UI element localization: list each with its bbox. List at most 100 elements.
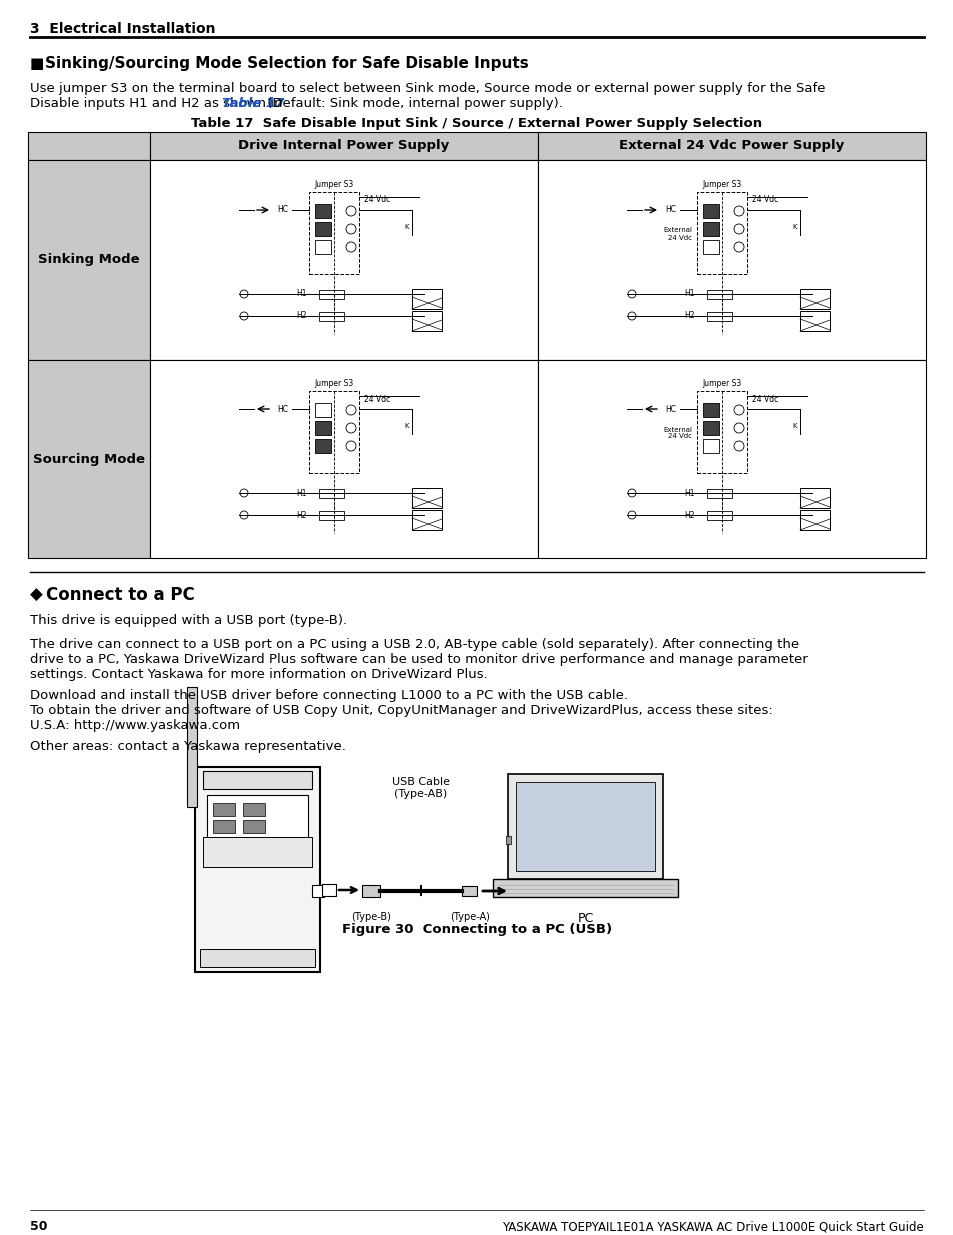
Bar (187, 687, 196, 806)
Bar (314, 421, 331, 435)
Bar (150, 132, 537, 161)
Text: Jumper S3: Jumper S3 (314, 180, 354, 189)
Bar (702, 403, 719, 417)
Bar (800, 488, 829, 508)
Bar (28, 359, 150, 558)
Text: H1: H1 (684, 289, 695, 299)
Text: Jumper S3: Jumper S3 (701, 379, 740, 388)
Bar (800, 311, 829, 331)
Text: External 24 Vdc Power Supply: External 24 Vdc Power Supply (618, 140, 843, 152)
Text: Disable inputs H1 and H2 as shown in: Disable inputs H1 and H2 as shown in (30, 98, 287, 110)
Text: ■: ■ (30, 56, 45, 70)
Text: H1: H1 (296, 289, 307, 299)
Bar (537, 132, 925, 161)
Text: K: K (791, 424, 796, 429)
Text: USB Cable
(Type-AB): USB Cable (Type-AB) (392, 777, 450, 799)
Text: HC: HC (664, 405, 676, 414)
Bar (314, 204, 331, 219)
Bar (314, 222, 331, 236)
Bar (493, 879, 678, 897)
Bar (412, 311, 441, 331)
Text: (Type-A): (Type-A) (450, 911, 490, 923)
Bar (702, 240, 719, 254)
Bar (314, 403, 331, 417)
Bar (412, 289, 441, 309)
Bar (318, 290, 344, 299)
Text: 50: 50 (30, 1220, 48, 1233)
Bar (28, 161, 150, 359)
Bar (314, 438, 331, 453)
Bar (314, 240, 331, 254)
Bar (361, 885, 379, 897)
Text: Table 17: Table 17 (221, 98, 284, 110)
Bar (516, 782, 655, 871)
Text: H1: H1 (684, 489, 695, 498)
Bar (697, 391, 746, 473)
Bar (203, 837, 312, 867)
Bar (412, 510, 441, 530)
Text: Jumper S3: Jumper S3 (314, 379, 354, 388)
Bar (213, 803, 234, 816)
Text: External
24 Vdc: External 24 Vdc (662, 426, 691, 440)
Bar (200, 948, 314, 967)
Bar (702, 421, 719, 435)
Bar (243, 837, 265, 850)
Bar (537, 161, 925, 359)
Text: Sinking Mode: Sinking Mode (38, 253, 140, 267)
Bar (706, 489, 731, 498)
Text: 24 Vdc: 24 Vdc (364, 195, 390, 205)
Text: drive to a PC, Yaskawa DriveWizard Plus software can be used to monitor drive pe: drive to a PC, Yaskawa DriveWizard Plus … (30, 653, 807, 666)
Text: Drive Internal Power Supply: Drive Internal Power Supply (238, 140, 449, 152)
Text: External
24 Vdc: External 24 Vdc (662, 227, 691, 241)
Text: Download and install the USB driver before connecting L1000 to a PC with the USB: Download and install the USB driver befo… (30, 689, 627, 701)
Bar (537, 359, 925, 558)
Bar (309, 191, 358, 274)
Text: 24 Vdc: 24 Vdc (364, 394, 390, 404)
Bar (318, 312, 344, 321)
Bar (702, 438, 719, 453)
Text: To obtain the driver and software of USB Copy Unit, CopyUnitManager and DriveWiz: To obtain the driver and software of USB… (30, 704, 772, 718)
Bar (207, 795, 308, 850)
Text: Jumper S3: Jumper S3 (701, 180, 740, 189)
Text: (Type-B): (Type-B) (351, 911, 391, 923)
Text: 24 Vdc: 24 Vdc (751, 195, 778, 205)
Text: settings. Contact Yaskawa for more information on DriveWizard Plus.: settings. Contact Yaskawa for more infor… (30, 668, 487, 680)
Text: H2: H2 (296, 510, 307, 520)
Text: HC: HC (276, 205, 288, 215)
Bar (203, 771, 312, 789)
Text: K: K (403, 424, 408, 429)
Text: HC: HC (664, 205, 676, 215)
Text: H1: H1 (296, 489, 307, 498)
Bar (697, 191, 746, 274)
Bar (213, 820, 234, 832)
Text: U.S.A: http://www.yaskawa.com: U.S.A: http://www.yaskawa.com (30, 719, 240, 732)
Text: YASKAWA TOEPYAIL1E01A YASKAWA AC Drive L1000E Quick Start Guide: YASKAWA TOEPYAIL1E01A YASKAWA AC Drive L… (501, 1220, 923, 1233)
Text: This drive is equipped with a USB port (type-B).: This drive is equipped with a USB port (… (30, 614, 347, 627)
Text: H2: H2 (296, 311, 307, 321)
Text: Use jumper S3 on the terminal board to select between Sink mode, Source mode or : Use jumper S3 on the terminal board to s… (30, 82, 824, 95)
Text: Other areas: contact a Yaskawa representative.: Other areas: contact a Yaskawa represent… (30, 740, 346, 753)
Bar (322, 884, 335, 897)
Bar (706, 312, 731, 321)
Bar (706, 290, 731, 299)
Bar (28, 132, 150, 161)
Text: 24 Vdc: 24 Vdc (751, 394, 778, 404)
Text: PC: PC (577, 911, 593, 925)
Bar (194, 767, 319, 972)
Bar (213, 837, 234, 850)
Text: 3  Electrical Installation: 3 Electrical Installation (30, 22, 215, 36)
Bar (412, 488, 441, 508)
Bar (800, 510, 829, 530)
Bar (461, 885, 476, 897)
Bar (318, 511, 344, 520)
Bar (800, 289, 829, 309)
Text: Connect to a PC: Connect to a PC (46, 585, 194, 604)
Bar (702, 222, 719, 236)
Text: Figure 30  Connecting to a PC (USB): Figure 30 Connecting to a PC (USB) (341, 923, 612, 936)
Text: Sourcing Mode: Sourcing Mode (33, 452, 145, 466)
Bar (312, 885, 324, 897)
Bar (150, 161, 537, 359)
Text: Sinking/Sourcing Mode Selection for Safe Disable Inputs: Sinking/Sourcing Mode Selection for Safe… (45, 56, 528, 70)
Bar (702, 204, 719, 219)
Bar (706, 511, 731, 520)
